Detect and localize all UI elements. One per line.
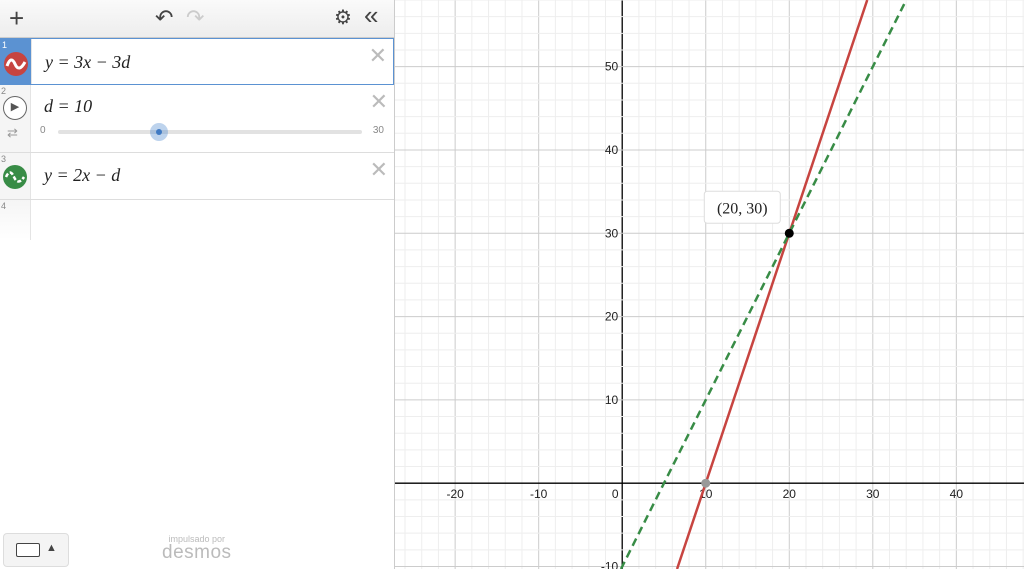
graph-style-icon[interactable] xyxy=(4,52,28,76)
expression-math[interactable]: y = 3x − 3d xyxy=(45,52,131,72)
x-tick-label: 20 xyxy=(783,487,797,501)
expression-panel: + ↶ ↷ ⚙ « 1 y = 3x − 3d ✕ 2 ▶ ⇄ d = 10 0… xyxy=(0,0,395,569)
collapse-panel-button[interactable]: « xyxy=(364,0,379,30)
slider-thumb[interactable] xyxy=(150,123,169,141)
series-line xyxy=(619,0,908,569)
delete-expression-icon[interactable]: ✕ xyxy=(369,157,388,182)
graph-style-icon[interactable] xyxy=(3,165,27,189)
x-tick-label: -20 xyxy=(446,487,464,501)
repeat-icon[interactable]: ⇄ xyxy=(7,125,18,140)
row-number: 3 xyxy=(1,154,7,164)
slider-min[interactable]: 0 xyxy=(40,125,46,136)
point-label-box xyxy=(703,190,781,224)
y-tick-label: 30 xyxy=(605,226,619,240)
point-marker xyxy=(701,478,711,488)
keyboard-toggle-button[interactable]: ▲ xyxy=(3,533,69,567)
row-number: 4 xyxy=(1,201,7,211)
expression-math[interactable]: y = 2x − d xyxy=(44,165,121,185)
keyboard-icon xyxy=(16,543,40,557)
toolbar: + ↶ ↷ ⚙ « xyxy=(0,0,394,38)
y-tick-label: 20 xyxy=(605,310,619,324)
slider-max[interactable]: 30 xyxy=(372,125,384,136)
y-tick-label: 40 xyxy=(605,143,619,157)
y-tick-label: 50 xyxy=(605,60,619,74)
slider-track[interactable] xyxy=(58,130,362,134)
slider-expression-math[interactable]: d = 10 xyxy=(44,96,93,116)
undo-button[interactable]: ↶ xyxy=(155,5,174,30)
desmos-logo: desmos xyxy=(162,542,232,563)
add-expression-button[interactable]: + xyxy=(9,3,25,33)
x-tick-label: 0 xyxy=(612,487,619,501)
delete-expression-icon[interactable]: ✕ xyxy=(369,89,388,114)
point-marker xyxy=(784,228,794,238)
x-tick-label: 40 xyxy=(950,487,964,501)
powered-by-text: impulsado por xyxy=(168,534,226,544)
point-label: (20, 30) xyxy=(717,200,768,217)
x-tick-label: -10 xyxy=(530,487,548,501)
expression-row-1[interactable]: 1 y = 3x − 3d ✕ xyxy=(0,38,394,85)
series-line xyxy=(675,0,869,569)
row-number: 1 xyxy=(2,40,8,50)
caret-up-icon: ▲ xyxy=(46,542,57,554)
expression-row-4[interactable]: 4 xyxy=(0,200,394,240)
y-tick-label: -10 xyxy=(601,560,619,569)
powered-by-desmos[interactable]: impulsado por desmos xyxy=(162,534,232,562)
expression-row-2[interactable]: 2 ▶ ⇄ d = 10 0 30 ✕ xyxy=(0,85,394,153)
row-number: 2 xyxy=(1,86,7,96)
delete-expression-icon[interactable]: ✕ xyxy=(368,43,387,68)
expression-row-3[interactable]: 3 y = 2x − d ✕ xyxy=(0,153,394,200)
x-tick-label: 30 xyxy=(866,487,880,501)
settings-gear-icon[interactable]: ⚙ xyxy=(334,7,352,29)
play-icon[interactable]: ▶ xyxy=(3,96,27,120)
redo-button[interactable]: ↷ xyxy=(186,5,205,30)
y-tick-label: 10 xyxy=(605,393,619,407)
